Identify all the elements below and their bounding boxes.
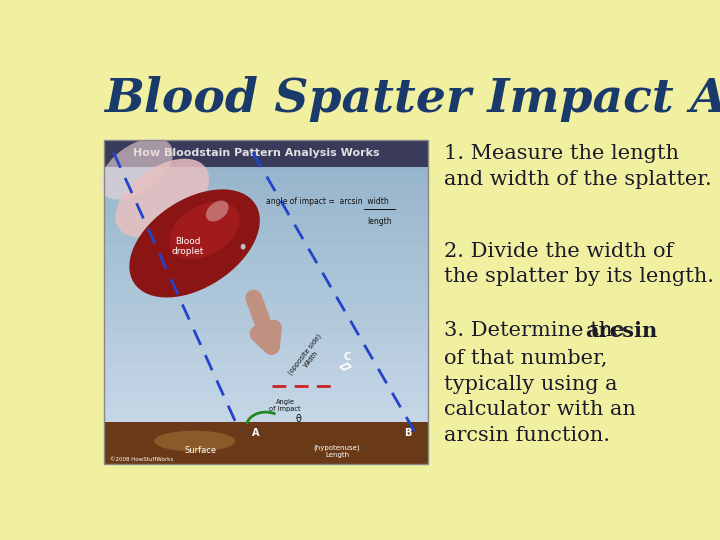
Text: arcsin: arcsin — [585, 321, 657, 341]
Text: B: B — [405, 428, 412, 438]
Bar — [104, 289, 428, 305]
Bar — [104, 274, 428, 289]
Bar — [104, 349, 428, 364]
Bar — [104, 140, 428, 167]
Ellipse shape — [169, 201, 240, 259]
Bar — [104, 185, 428, 199]
Bar — [104, 140, 428, 464]
Ellipse shape — [206, 200, 228, 221]
Bar — [104, 394, 428, 409]
Bar — [104, 305, 428, 319]
Bar — [104, 154, 428, 170]
Ellipse shape — [240, 244, 246, 249]
Bar — [104, 214, 428, 230]
Bar — [104, 409, 428, 424]
Text: 1. Measure the length
and width of the splatter.: 1. Measure the length and width of the s… — [444, 144, 712, 188]
Text: of that number,
typically using a
calculator with an
arcsin function.: of that number, typically using a calcul… — [444, 349, 636, 445]
Text: How Bloodstain Pattern Analysis Works: How Bloodstain Pattern Analysis Works — [132, 148, 379, 158]
Bar — [104, 319, 428, 334]
Text: length: length — [367, 217, 392, 226]
Bar — [104, 245, 428, 259]
Bar — [104, 379, 428, 394]
Bar — [104, 230, 428, 245]
Text: ©2008 HowStuffWorks: ©2008 HowStuffWorks — [110, 457, 174, 462]
Ellipse shape — [115, 159, 209, 238]
Text: (hypotenuse)
Length: (hypotenuse) Length — [314, 444, 360, 458]
Ellipse shape — [130, 190, 260, 298]
Ellipse shape — [154, 431, 235, 451]
Text: 3. Determine the: 3. Determine the — [444, 321, 631, 340]
Bar — [104, 199, 428, 214]
Text: (opposite side)
Width: (opposite side) Width — [287, 333, 328, 381]
Bar — [104, 170, 428, 185]
Bar — [104, 334, 428, 349]
Text: Surface: Surface — [185, 447, 217, 456]
Text: Blood Spatter Impact Angle Lab: Blood Spatter Impact Angle Lab — [104, 75, 720, 122]
Text: θ: θ — [295, 414, 301, 423]
Text: A: A — [252, 428, 260, 438]
Bar — [104, 259, 428, 274]
Text: C: C — [343, 352, 351, 362]
Bar — [104, 364, 428, 379]
Ellipse shape — [100, 138, 173, 200]
Bar — [104, 140, 428, 154]
Bar — [104, 424, 428, 439]
Text: Blood
droplet: Blood droplet — [172, 237, 204, 256]
Bar — [104, 422, 428, 464]
Text: Angle
of Impact: Angle of Impact — [269, 399, 301, 412]
Text: angle of impact =  arcsin  width: angle of impact = arcsin width — [266, 197, 389, 206]
Text: 2. Divide the width of
the splatter by its length.: 2. Divide the width of the splatter by i… — [444, 241, 714, 286]
